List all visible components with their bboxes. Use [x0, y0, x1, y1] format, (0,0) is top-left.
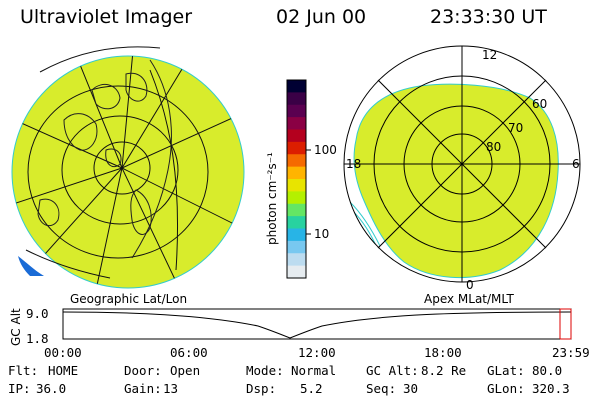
status-dsp-value: 5.2: [300, 381, 323, 396]
colorbar-tick-100: 100: [314, 143, 337, 157]
mlt-label-6: 6: [572, 157, 580, 171]
colorbar-segment: [287, 240, 306, 254]
x-tick-0000: 00:00: [44, 345, 82, 360]
colorbar-segment: [287, 191, 306, 205]
x-tick-1200: 12:00: [298, 345, 336, 360]
status-gcalt-value: 8.2 Re: [421, 363, 466, 378]
colorbar-segment: [287, 253, 306, 267]
status-ip-value: 36.0: [36, 381, 66, 396]
colorbar-segment: [287, 166, 306, 180]
status-mode-value: Normal: [291, 363, 336, 378]
colorbar-segment: [287, 117, 306, 131]
status-ip-key: IP:: [8, 381, 31, 396]
altitude-y-tick-max: 9.0: [26, 306, 49, 321]
status-gain-value: 13: [163, 381, 178, 396]
lat-label-70: 70: [508, 121, 523, 135]
mlt-label-18: 18: [346, 157, 361, 171]
status-glon-value: 320.3: [532, 381, 570, 396]
left-image-disk: [11, 55, 245, 289]
x-tick-1800: 18:00: [424, 345, 462, 360]
colorbar-segment: [287, 203, 306, 217]
mlt-label-0: 0: [466, 278, 474, 292]
date-display: 02 Jun 00: [276, 6, 367, 28]
status-gain-key: Gain:: [124, 381, 162, 396]
time-display: 23:33:30 UT: [430, 6, 547, 28]
right-caption: Apex MLat/MLT: [424, 292, 514, 306]
colorbar-segment: [287, 228, 306, 242]
colorbar-segment: [287, 129, 306, 143]
altitude-y-tick-min: 1.8: [26, 331, 49, 346]
colorbar-segment: [287, 141, 306, 155]
app-title: Ultraviolet Imager: [20, 6, 193, 28]
polar-image-fill: [353, 83, 559, 278]
status-door-key: Door:: [124, 363, 162, 378]
colorbar-segment: [287, 92, 306, 106]
status-gcalt-key: GC Alt:: [366, 363, 419, 378]
status-seq-value: 30: [403, 381, 418, 396]
status-glat-key: GLat:: [487, 363, 525, 378]
lat-label-60: 60: [532, 97, 547, 111]
colorbar-segment: [287, 104, 306, 118]
colorbar-unit-label: photon cm⁻²s⁻¹: [265, 152, 279, 245]
status-seq-key: Seq:: [366, 381, 396, 396]
colorbar-segment: [287, 80, 306, 93]
altitude-y-label: GC Alt: [9, 308, 23, 346]
status-door-value: Open: [170, 363, 200, 378]
colorbar-segment: [287, 154, 306, 168]
lat-label-80: 80: [486, 140, 501, 154]
status-flt-value: HOME: [48, 363, 78, 378]
status-dsp-key: Dsp:: [246, 381, 276, 396]
status-glat-value: 80.0: [532, 363, 562, 378]
mlt-label-12: 12: [482, 48, 497, 62]
x-tick-0600: 06:00: [170, 345, 208, 360]
colorbar-tick-10: 10: [314, 227, 329, 241]
status-mode-key: Mode:: [246, 363, 284, 378]
status-flt-key: Flt:: [8, 363, 38, 378]
left-caption: Geographic Lat/Lon: [70, 292, 187, 306]
colorbar-segment: [287, 265, 306, 279]
status-glon-key: GLon:: [487, 381, 525, 396]
x-tick-2359: 23:59: [552, 345, 590, 360]
colorbar-segment: [287, 179, 306, 192]
colorbar-segment: [287, 216, 306, 230]
